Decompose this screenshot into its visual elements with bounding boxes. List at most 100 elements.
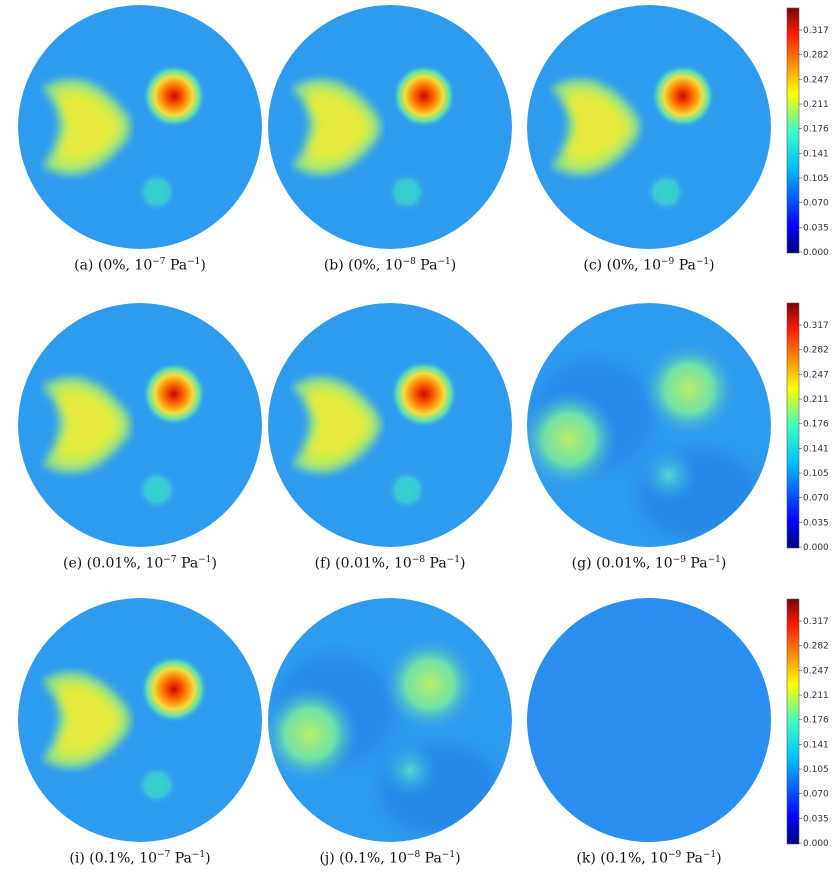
caption-letter: (g) ( [571,555,602,572]
colorbar-tick-label: 0.035 [803,518,829,528]
caption-unit-exponent: −1 [446,555,460,565]
caption-sep: , 10 [130,850,157,867]
caption-noise: 0.01% [92,555,137,572]
caption-sep: , 10 [375,257,403,274]
caption-noise: 0.01% [601,555,646,572]
caption-letter: (b) ( [323,257,354,274]
caption-exponent: −7 [163,555,177,565]
panel-caption: (j) (0.1%, 10−8 Pa−1) [270,850,510,867]
caption-close: ) [211,555,217,572]
colorbar-tick-label: 0.282 [803,642,829,652]
colorbar-tick-label: 0.247 [803,75,829,85]
caption-noise: 0.1% [344,850,381,867]
caption-close: ) [450,257,457,274]
caption-sep: , 10 [380,850,407,867]
panel-caption: (f) (0.01%, 10−8 Pa−1) [270,555,510,572]
colorbar-tick-label: 0.000 [803,839,829,849]
caption-unit-exponent: −1 [441,850,456,860]
caption-unit: Pa [165,257,188,274]
colorbar-tick-label: 0.105 [803,469,829,479]
colorbar-tick-label: 0.282 [803,51,829,61]
caption-noise: 0% [353,257,376,274]
colorbar: 0.317 0.282 0.247 0.211 0.176 0.141 0.105 0.070… [786,7,829,258]
caption-exponent: −9 [672,555,686,565]
caption-exponent: −8 [402,257,416,267]
caption-unit: Pa [685,555,708,572]
colorbar-tick-label: 0.070 [803,790,829,800]
caption-noise: 0% [612,257,635,274]
reconstruction-disk [18,303,262,547]
colorbar-tick-label: 0.211 [803,100,829,110]
caption-letter: (k) ( [576,850,606,867]
caption-close: ) [709,257,715,274]
caption-close: ) [200,257,206,274]
caption-exponent: −8 [406,850,421,860]
caption-sep: , 10 [634,257,661,274]
caption-letter: (i) ( [69,850,95,867]
colorbar: 0.317 0.282 0.247 0.211 0.176 0.141 0.105 0.070… [786,598,829,849]
colorbar-tick-label: 0.070 [803,199,829,209]
caption-unit-exponent: −1 [707,555,721,565]
caption-sep: , 10 [125,257,153,274]
caption-unit: Pa [420,850,442,867]
caption-close: ) [455,850,461,867]
caption-letter: (c) ( [583,257,613,274]
colorbar-tick-label: 0.000 [803,543,829,553]
caption-unit-exponent: −1 [191,850,206,860]
reconstruction-disk [527,303,771,547]
panel-caption: (b) (0%, 10−8 Pa−1) [270,257,510,274]
caption-unit-exponent: −1 [437,257,451,267]
caption-letter: (a) ( [74,257,104,274]
caption-close: ) [205,850,211,867]
caption-noise: 0.01% [340,555,386,572]
caption-noise: 0% [103,257,126,274]
colorbar-tick-label: 0.247 [803,666,829,676]
reconstruction-disk [268,303,512,547]
reconstruction-disk [18,598,262,842]
colorbar: 0.317 0.282 0.247 0.211 0.176 0.141 0.105 0.070… [786,302,829,553]
colorbar-tick-label: 0.141 [803,149,829,159]
caption-exponent: −7 [152,257,166,267]
panel-caption: (g) (0.01%, 10−9 Pa−1) [529,555,769,572]
caption-unit: Pa [681,850,703,867]
reconstruction-disk [18,5,262,249]
colorbar-tick-label: 0.176 [803,125,829,135]
colorbar-tick-label: 0.070 [803,494,829,504]
panel-caption: (k) (0.1%, 10−9 Pa−1) [529,850,769,867]
colorbar-tick-label: 0.141 [803,740,829,750]
colorbar-tick-label: 0.000 [803,248,829,258]
colorbar-tick-label: 0.211 [803,395,829,405]
colorbar-tick-label: 0.176 [803,420,829,430]
caption-unit-exponent: −1 [702,850,717,860]
caption-sep: , 10 [385,555,412,572]
caption-unit: Pa [170,850,192,867]
caption-sep: , 10 [136,555,164,572]
reconstruction-disk [268,5,512,249]
caption-unit-exponent: −1 [198,555,212,565]
caption-close: ) [720,555,727,572]
colorbar-tick-label: 0.176 [803,716,829,726]
colorbar-tick-label: 0.105 [803,765,829,775]
colorbar-tick-label: 0.141 [803,444,829,454]
colorbar-tick-label: 0.317 [803,617,829,627]
colorbar-gradient [786,598,800,845]
caption-letter: (e) ( [63,555,93,572]
caption-unit: Pa [176,555,199,572]
panel-caption: (e) (0.01%, 10−7 Pa−1) [20,555,260,572]
colorbar-tick-label: 0.035 [803,223,829,233]
caption-sep: , 10 [645,555,673,572]
caption-exponent: −8 [411,555,426,565]
caption-exponent: −9 [668,850,682,860]
colorbar-gradient [786,302,800,549]
caption-close: ) [459,555,466,572]
caption-letter: (j) ( [319,850,345,867]
caption-exponent: −7 [157,850,171,860]
caption-unit: Pa [425,555,447,572]
caption-close: ) [716,850,722,867]
caption-noise: 0.1% [605,850,642,867]
caption-letter: (f) ( [314,555,341,572]
caption-unit: Pa [415,257,438,274]
colorbar-gradient [786,7,800,254]
colorbar-tick-label: 0.247 [803,370,829,380]
